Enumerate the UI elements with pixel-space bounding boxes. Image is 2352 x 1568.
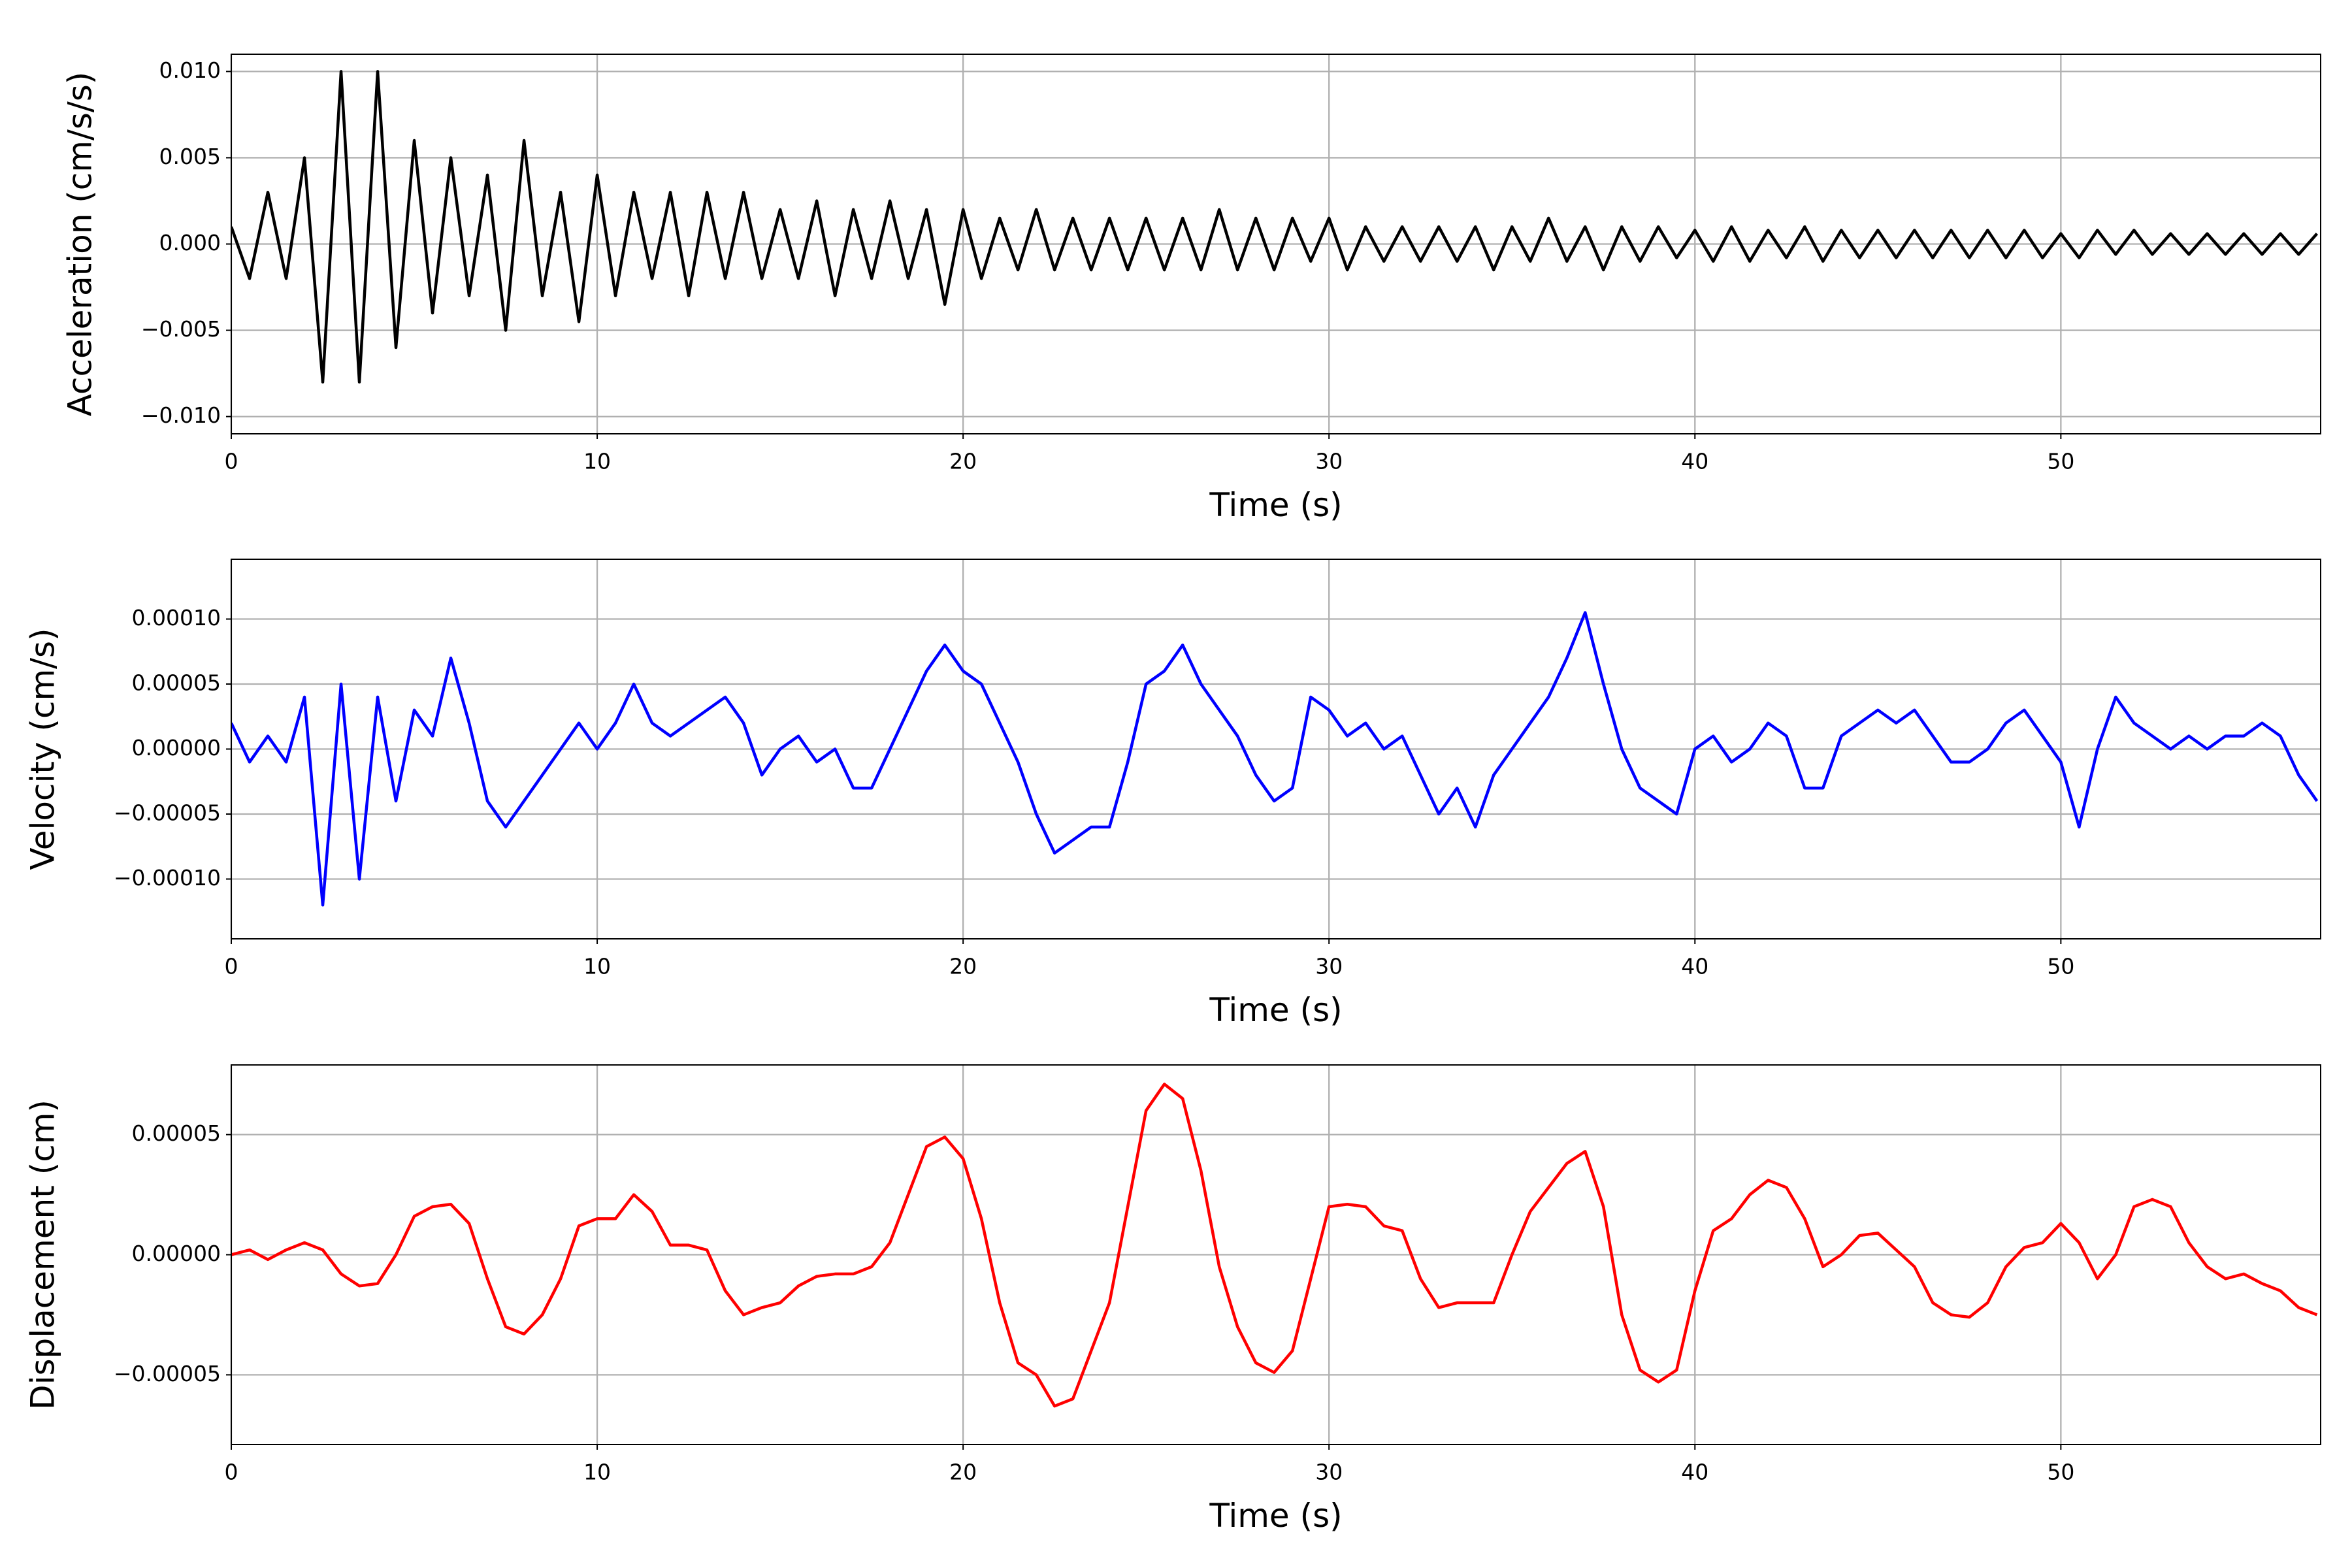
x-tick-label: 0 <box>225 449 238 474</box>
plot-frame <box>231 54 2321 434</box>
x-tick-label: 30 <box>1315 449 1343 474</box>
plot-frame <box>231 559 2321 939</box>
y-tick-label: 0.00010 <box>132 605 221 630</box>
y-axis-label: Acceleration (cm/s/s) <box>61 72 99 417</box>
plot-frame <box>231 1064 2321 1445</box>
x-tick-label: 10 <box>583 1460 611 1485</box>
y-tick-label: −0.010 <box>141 402 221 428</box>
y-tick-label: 0.00000 <box>132 735 221 760</box>
data-line <box>231 70 2319 384</box>
x-axis-label: Time (s) <box>1209 1497 1342 1535</box>
y-axis-label: Displacement (cm) <box>24 1100 62 1410</box>
y-tick-label: 0.00005 <box>132 670 221 696</box>
y-tick-label: −0.00005 <box>114 800 221 825</box>
x-tick-label: 50 <box>2047 1460 2074 1485</box>
y-tick-label: −0.00010 <box>114 865 221 890</box>
x-axis-label: Time (s) <box>1209 486 1342 524</box>
y-tick-label: 0.00005 <box>132 1120 221 1146</box>
x-tick-label: 20 <box>949 1460 977 1485</box>
x-tick-label: 40 <box>1681 1460 1708 1485</box>
x-tick-label: 50 <box>2047 954 2074 979</box>
y-tick-label: −0.005 <box>141 316 221 342</box>
y-axis-label: Velocity (cm/s) <box>24 628 62 870</box>
x-axis-label: Time (s) <box>1209 991 1342 1029</box>
x-tick-label: 10 <box>583 449 611 474</box>
x-tick-label: 30 <box>1315 954 1343 979</box>
x-tick-label: 50 <box>2047 449 2074 474</box>
y-tick-label: 0.005 <box>159 144 221 169</box>
x-tick-label: 40 <box>1681 449 1708 474</box>
data-line <box>231 1083 2318 1408</box>
y-tick-label: 0.010 <box>159 57 221 83</box>
x-tick-label: 30 <box>1315 1460 1343 1485</box>
x-tick-label: 0 <box>225 954 238 979</box>
x-tick-label: 40 <box>1681 954 1708 979</box>
x-tick-label: 0 <box>225 1460 238 1485</box>
x-tick-label: 20 <box>949 954 977 979</box>
y-tick-label: 0.000 <box>159 230 221 255</box>
x-tick-label: 10 <box>583 954 611 979</box>
x-tick-label: 20 <box>949 449 977 474</box>
data-line <box>231 611 2319 907</box>
y-tick-label: −0.00005 <box>114 1361 221 1386</box>
y-tick-label: 0.00000 <box>132 1241 221 1266</box>
